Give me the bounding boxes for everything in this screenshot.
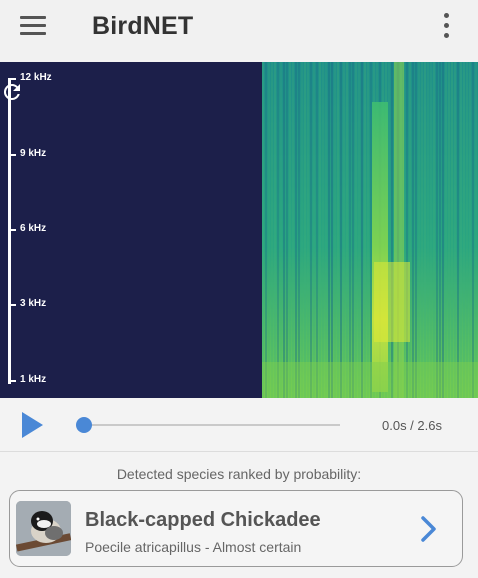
app-title: BirdNET [92,12,194,40]
freq-label-1khz: 1 kHz [20,374,47,385]
refresh-icon[interactable] [0,80,24,104]
freq-label-9khz: 9 kHz [20,148,47,159]
play-icon[interactable] [22,412,43,438]
chevron-right-icon[interactable] [418,516,440,542]
axis-tick [8,380,16,382]
overflow-menu-icon[interactable] [438,13,454,39]
species-result-card[interactable]: Black-capped Chickadee Poecile atricapil… [9,490,463,567]
time-readout: 0.0s / 2.6s [382,418,442,433]
axis-tick [8,304,16,306]
app-bar: BirdNET [0,0,478,60]
bird-thumbnail [16,501,71,556]
seek-track[interactable] [84,424,340,426]
freq-label-3khz: 3 kHz [20,298,47,309]
seek-thumb[interactable] [76,417,92,433]
axis-tick [8,154,16,156]
player-controls: 0.0s / 2.6s [0,398,478,450]
freq-label-6khz: 6 kHz [20,223,47,234]
spectrogram-image [262,62,478,398]
species-common-name: Black-capped Chickadee [85,509,321,531]
species-scientific-name: Poecile atricapillus - Almost certain [85,539,302,555]
axis-tick [8,78,16,80]
axis-tick [8,229,16,231]
spectrogram-view: 12 kHz 9 kHz 6 kHz 3 kHz 1 kHz [0,62,478,398]
hamburger-menu-icon[interactable] [20,15,46,37]
freq-label-12khz: 12 kHz [20,72,52,83]
results-header: Detected species ranked by probability: [116,466,362,482]
divider [0,451,478,452]
frequency-axis [8,78,11,384]
